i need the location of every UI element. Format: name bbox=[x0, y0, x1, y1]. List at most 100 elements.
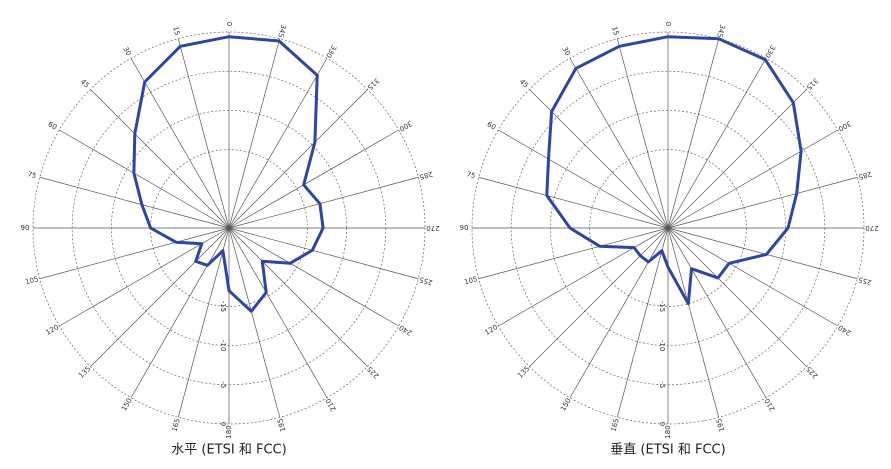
theta-tick-label: 255 bbox=[419, 275, 434, 286]
theta-tick-label: 285 bbox=[419, 170, 434, 181]
theta-tick-label: 165 bbox=[610, 418, 621, 433]
theta-tick-label: 270 bbox=[426, 224, 439, 232]
spoke bbox=[228, 227, 419, 280]
theta-tick-label: 240 bbox=[398, 323, 414, 337]
theta-tick-label: 15 bbox=[171, 26, 181, 37]
r-tick-label: -15 bbox=[658, 301, 666, 312]
theta-tick-label: 105 bbox=[24, 275, 39, 286]
spoke bbox=[498, 129, 669, 229]
theta-tick-label: 90 bbox=[460, 224, 469, 232]
theta-tick-label: 210 bbox=[324, 397, 338, 413]
theta-tick-label: 135 bbox=[516, 365, 531, 380]
spoke bbox=[59, 129, 230, 229]
theta-tick-label: 300 bbox=[398, 119, 414, 133]
spoke bbox=[177, 38, 230, 229]
spoke bbox=[228, 38, 281, 229]
spoke bbox=[59, 227, 230, 327]
r-tick-label: -5 bbox=[219, 381, 227, 388]
spoke bbox=[228, 129, 399, 229]
spoke bbox=[667, 227, 767, 398]
r-tick-label: 0 bbox=[219, 422, 227, 426]
spoke bbox=[130, 58, 230, 229]
chart-caption: 垂直 (ETSI 和 FCC) bbox=[610, 443, 725, 458]
theta-tick-label: 120 bbox=[45, 323, 61, 337]
spoke bbox=[478, 176, 669, 229]
theta-tick-label: 60 bbox=[485, 120, 497, 131]
spoke bbox=[529, 89, 669, 229]
spoke bbox=[90, 227, 230, 367]
spoke bbox=[667, 129, 838, 229]
spoke bbox=[667, 58, 767, 229]
theta-tick-label: 195 bbox=[276, 418, 287, 433]
spoke bbox=[529, 227, 669, 367]
spoke bbox=[569, 58, 669, 229]
spoke bbox=[228, 227, 328, 398]
theta-tick-label: 345 bbox=[276, 23, 287, 38]
theta-tick-label: 180 bbox=[664, 425, 672, 438]
spoke bbox=[39, 227, 230, 280]
spoke bbox=[498, 227, 669, 327]
spoke bbox=[228, 89, 368, 229]
theta-tick-label: 0 bbox=[664, 22, 672, 26]
theta-tick-label: 60 bbox=[46, 120, 58, 131]
theta-tick-label: 225 bbox=[805, 365, 820, 380]
theta-tick-label: 210 bbox=[763, 397, 777, 413]
theta-tick-label: 330 bbox=[763, 44, 777, 60]
r-tick-label: 0 bbox=[658, 422, 666, 426]
spoke bbox=[39, 176, 230, 229]
theta-tick-label: 300 bbox=[837, 119, 853, 133]
theta-tick-label: 15 bbox=[610, 26, 620, 37]
theta-tick-label: 150 bbox=[120, 397, 134, 413]
theta-tick-label: 165 bbox=[171, 418, 182, 433]
spoke bbox=[667, 227, 838, 327]
theta-tick-label: 225 bbox=[366, 365, 381, 380]
theta-tick-label: 45 bbox=[518, 78, 530, 90]
theta-tick-label: 315 bbox=[805, 76, 820, 91]
spoke bbox=[228, 227, 368, 367]
spoke bbox=[616, 38, 669, 229]
theta-tick-label: 150 bbox=[559, 397, 573, 413]
theta-tick-label: 105 bbox=[463, 275, 478, 286]
r-tick-label: -15 bbox=[219, 301, 227, 312]
spoke bbox=[667, 176, 858, 229]
spoke bbox=[667, 89, 807, 229]
chart-caption: 水平 (ETSI 和 FCC) bbox=[171, 443, 286, 458]
spoke bbox=[667, 38, 720, 229]
spoke bbox=[130, 227, 230, 398]
spoke bbox=[228, 227, 281, 418]
theta-tick-label: 180 bbox=[225, 425, 233, 438]
theta-tick-label: 90 bbox=[21, 224, 30, 232]
theta-tick-label: 315 bbox=[366, 76, 381, 91]
pattern-line bbox=[545, 35, 803, 306]
spoke bbox=[569, 227, 669, 398]
theta-tick-label: 75 bbox=[466, 170, 477, 180]
theta-tick-label: 45 bbox=[79, 78, 91, 90]
spoke bbox=[616, 227, 669, 418]
theta-tick-label: 195 bbox=[715, 418, 726, 433]
r-tick-label: -10 bbox=[658, 340, 666, 351]
spoke bbox=[228, 58, 328, 229]
r-tick-label: -10 bbox=[219, 340, 227, 351]
theta-tick-label: 0 bbox=[225, 22, 233, 26]
theta-tick-label: 255 bbox=[858, 275, 873, 286]
theta-tick-label: 120 bbox=[484, 323, 500, 337]
theta-tick-label: 135 bbox=[77, 365, 92, 380]
theta-tick-label: 270 bbox=[865, 224, 878, 232]
theta-tick-label: 330 bbox=[324, 44, 338, 60]
theta-tick-label: 285 bbox=[858, 170, 873, 181]
spoke bbox=[177, 227, 230, 418]
pattern-line bbox=[132, 35, 325, 313]
r-tick-label: -5 bbox=[658, 381, 666, 388]
spoke bbox=[667, 227, 807, 367]
theta-tick-label: 30 bbox=[121, 45, 132, 57]
spoke bbox=[228, 227, 399, 327]
theta-tick-label: 75 bbox=[27, 170, 38, 180]
theta-tick-label: 240 bbox=[837, 323, 853, 337]
spoke bbox=[667, 227, 858, 280]
spoke bbox=[478, 227, 669, 280]
spoke bbox=[90, 89, 230, 229]
spoke bbox=[228, 176, 419, 229]
theta-tick-label: 345 bbox=[715, 23, 726, 38]
theta-tick-label: 30 bbox=[560, 45, 571, 57]
